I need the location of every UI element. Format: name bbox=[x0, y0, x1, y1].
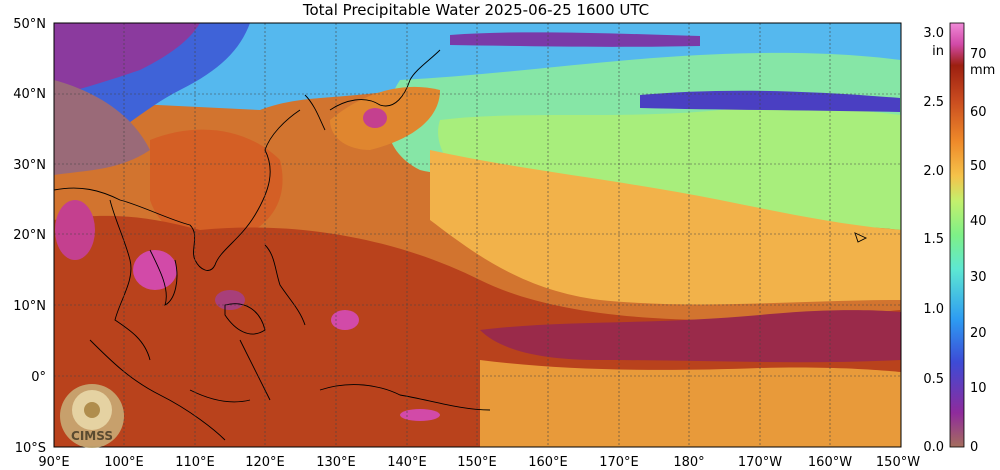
colorbar-mm-tick: 60 bbox=[970, 105, 987, 120]
colorbar-in-tick: 0.5 bbox=[923, 372, 944, 387]
lon-tick: 100°E bbox=[104, 455, 144, 470]
colorbar-mm-tick: 20 bbox=[970, 326, 987, 341]
lon-axis: 90°E 100°E 110°E 120°E 130°E 140°E 150°E… bbox=[38, 455, 920, 470]
map-frame bbox=[53, 22, 902, 448]
tpw-field bbox=[54, 23, 901, 447]
lon-tick: 170°W bbox=[738, 455, 782, 470]
colorbar-in-tick: 2.0 bbox=[923, 164, 944, 179]
lon-tick: 160°W bbox=[808, 455, 852, 470]
colorbar-in-tick: 2.5 bbox=[923, 95, 944, 110]
colorbar-gradient bbox=[949, 22, 965, 448]
lon-tick: 110°E bbox=[175, 455, 215, 470]
lon-tick: 180° bbox=[673, 455, 704, 470]
lon-tick: 170°E bbox=[599, 455, 639, 470]
lon-tick: 150°W bbox=[876, 455, 920, 470]
logo-text: CIMSS bbox=[71, 429, 113, 443]
colorbar-mm-tick: 0 bbox=[970, 440, 978, 455]
lon-tick: 90°E bbox=[38, 455, 69, 470]
colorbar-mm-tick: 70 bbox=[970, 47, 987, 62]
colorbar-mm-tick: 40 bbox=[970, 214, 987, 229]
map-title: Total Precipitable Water 2025-06-25 1600… bbox=[302, 1, 650, 19]
lat-tick: 50°N bbox=[13, 17, 46, 32]
lon-tick: 130°E bbox=[316, 455, 356, 470]
colorbar-in-tick: 3.0 bbox=[923, 26, 944, 41]
colorbar-unit-in: in bbox=[932, 44, 944, 59]
colorbar-in-tick: 1.5 bbox=[923, 232, 944, 247]
lon-tick: 150°E bbox=[457, 455, 497, 470]
lat-axis: 50°N 40°N 30°N 20°N 10°N 0° 10°S bbox=[13, 17, 46, 456]
lon-tick: 140°E bbox=[387, 455, 427, 470]
lat-tick: 10°N bbox=[13, 299, 46, 314]
colorbar-in-tick: 0.0 bbox=[923, 440, 944, 455]
colorbar-mm-tick: 50 bbox=[970, 159, 987, 174]
lon-tick: 120°E bbox=[245, 455, 285, 470]
lat-tick: 0° bbox=[31, 370, 46, 385]
coastlines bbox=[54, 49, 868, 441]
lat-tick: 10°S bbox=[15, 441, 46, 456]
colorbar-mm-tick: 30 bbox=[970, 270, 987, 285]
lon-tick: 160°E bbox=[528, 455, 568, 470]
graticule bbox=[54, 23, 901, 447]
cimss-logo: CIMSS bbox=[60, 384, 124, 448]
lat-tick: 30°N bbox=[13, 158, 46, 173]
colorbar: 3.0 in 2.5 2.0 1.5 1.0 0.5 0.0 70 mm 60 … bbox=[923, 22, 995, 455]
colorbar-mm-tick: 10 bbox=[970, 381, 987, 396]
lat-tick: 20°N bbox=[13, 228, 46, 243]
lat-tick: 40°N bbox=[13, 87, 46, 102]
colorbar-in-tick: 1.0 bbox=[923, 302, 944, 317]
colorbar-unit-mm: mm bbox=[970, 63, 995, 78]
